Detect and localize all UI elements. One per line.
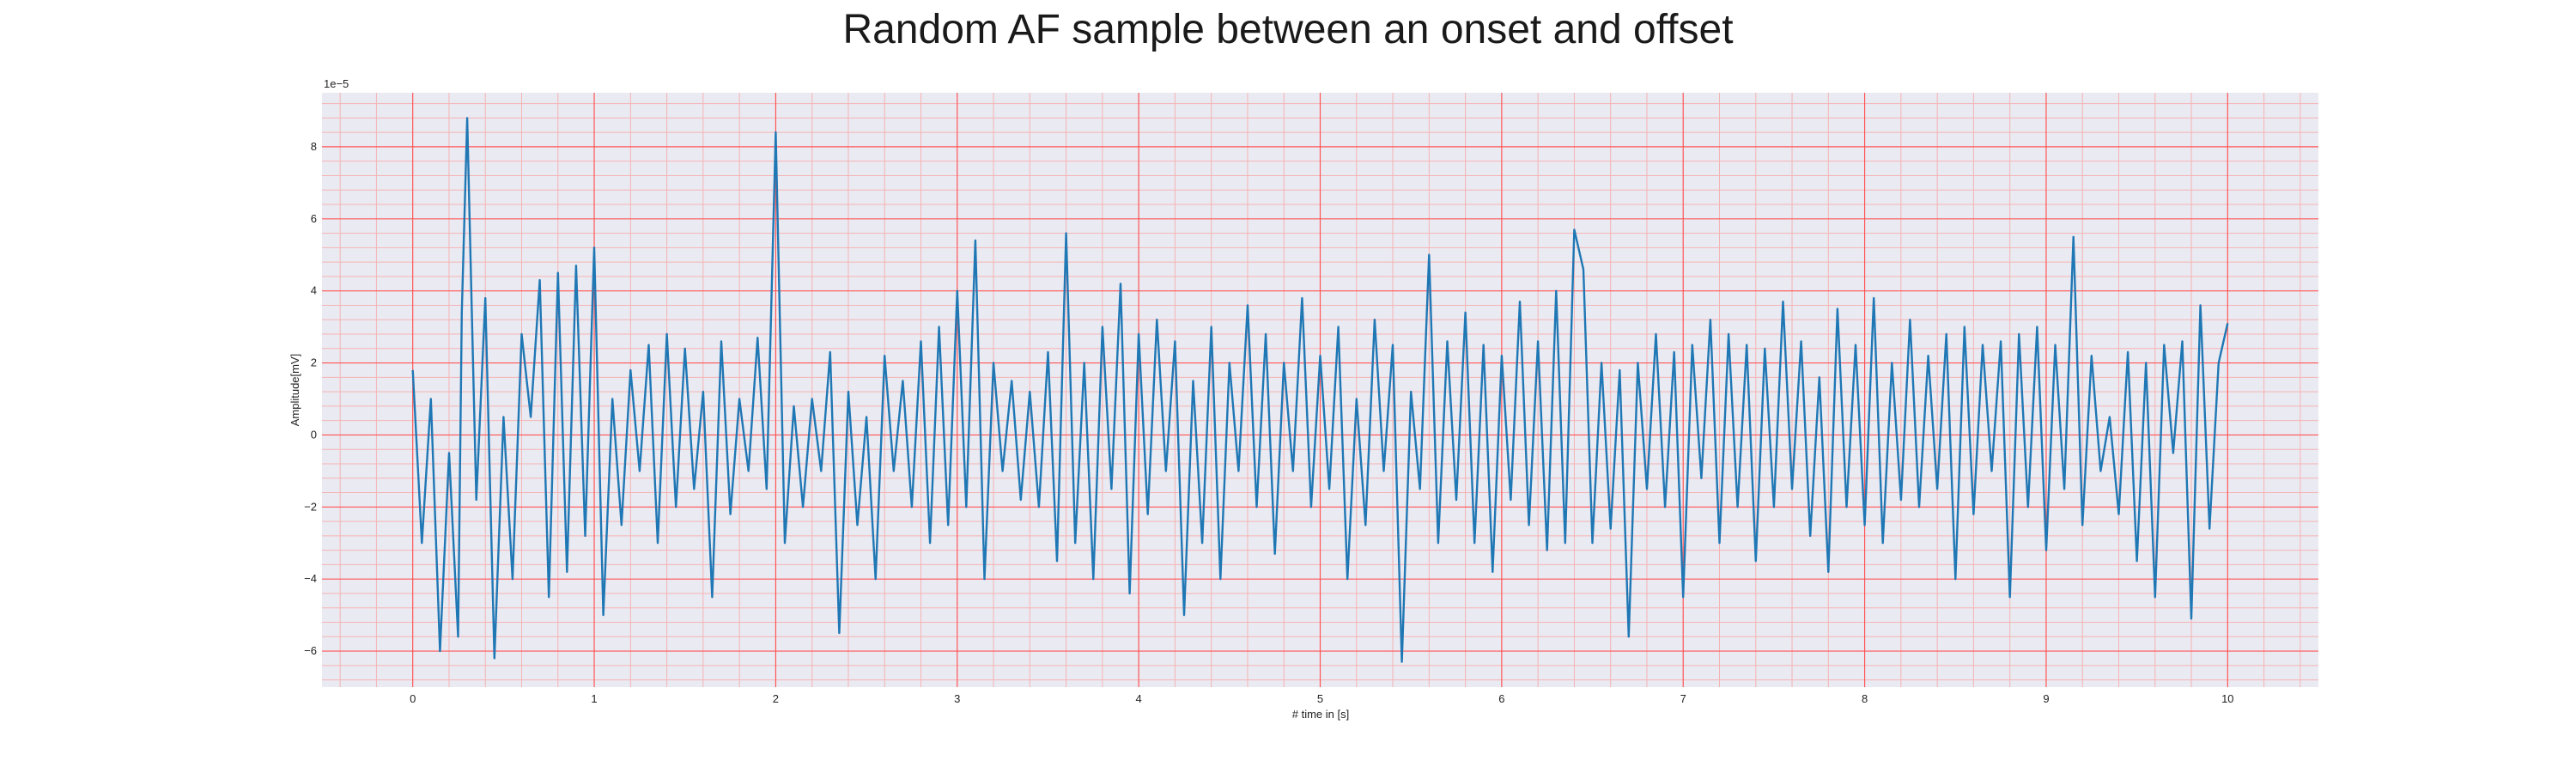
x-axis-label: # time in [s]: [1292, 708, 1349, 721]
x-tick-label: 10: [2221, 692, 2233, 705]
y-tick-label: 0: [311, 428, 317, 441]
y-tick-label: −4: [304, 572, 317, 585]
x-tick-label: 0: [410, 692, 416, 705]
y-tick-label: 2: [311, 356, 317, 369]
signal-series-line: [411, 117, 2229, 663]
chart-title: Random AF sample between an onset and of…: [842, 7, 1733, 52]
x-tick-label: 1: [591, 692, 597, 705]
x-axis-ticks: 0 1 2 3 4 5 6 7 8 9 10: [410, 692, 2233, 705]
x-tick-label: 7: [1680, 692, 1686, 705]
y-axis-label: Amplitude[mV]: [289, 354, 301, 427]
x-tick-label: 5: [1317, 692, 1323, 705]
y-tick-label: −6: [304, 644, 317, 657]
x-tick-label: 6: [1498, 692, 1504, 705]
x-tick-label: 4: [1136, 692, 1142, 705]
y-tick-label: 4: [311, 284, 317, 297]
y-tick-label: 8: [311, 140, 317, 153]
y-tick-label: 6: [311, 212, 317, 225]
x-tick-label: 2: [773, 692, 779, 705]
x-tick-label: 3: [954, 692, 960, 705]
y-tick-label: −2: [304, 500, 317, 513]
y-scale-factor: 1e−5: [324, 77, 349, 90]
y-axis-ticks: −6 −4 −2 0 2 4 6 8: [304, 140, 317, 657]
x-tick-label: 8: [1862, 692, 1868, 705]
x-tick-label: 9: [2043, 692, 2049, 705]
